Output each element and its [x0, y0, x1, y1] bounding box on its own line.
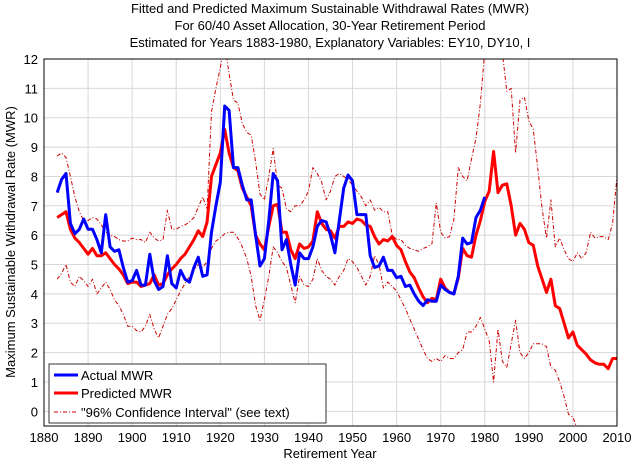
- chart-title-line-1: Fitted and Predicted Maximum Sustainable…: [131, 1, 529, 16]
- grid: [43, 58, 618, 426]
- plot-frame: [43, 58, 618, 427]
- chart-title-line-3: Estimated for Years 1883-1980, Explanato…: [130, 35, 531, 50]
- x-tick-label: 1890: [74, 430, 103, 445]
- x-tick-label: 1990: [514, 430, 543, 445]
- x-tick-label: 2010: [603, 430, 632, 445]
- x-tick-label: 1940: [294, 430, 323, 445]
- x-axis-label: Retirement Year: [283, 446, 377, 461]
- confidence-lower-line: [56, 231, 577, 426]
- y-tick-label: 11: [25, 81, 39, 96]
- legend-label-confidence: "96% Confidence Interval" (see text): [81, 405, 290, 420]
- x-tick-label: 2000: [558, 430, 587, 445]
- y-tick-label: 8: [31, 169, 38, 184]
- x-tick-label: 1930: [250, 430, 279, 445]
- x-tick-label: 1910: [162, 430, 191, 445]
- legend-box: [48, 363, 327, 424]
- x-tick-label: 1920: [206, 430, 235, 445]
- y-tick-label: 5: [31, 258, 38, 273]
- x-tick-label: 1880: [30, 430, 59, 445]
- actual-mwr-line: [55, 104, 487, 308]
- legend: Actual MWR Predicted MWR "96% Confidence…: [48, 363, 327, 424]
- x-tick-label: 1980: [470, 430, 499, 445]
- y-tick-label: 12: [24, 52, 38, 67]
- y-tick-label: 4: [31, 287, 38, 302]
- confidence-upper-line: [56, 59, 617, 263]
- y-axis-label: Maximum Sustainable Withdrawal Rate (MWR…: [3, 106, 18, 378]
- tick-labels: 1880 1890 1900 1910 1920 1930 1940 1950 1960 1970…: [24, 52, 632, 445]
- y-tick-label: 2: [31, 346, 38, 361]
- y-tick-label: 0: [31, 404, 38, 419]
- x-tick-label: 1960: [382, 430, 411, 445]
- y-tick-label: 6: [31, 228, 38, 243]
- x-tick-label: 1900: [118, 430, 147, 445]
- y-tick-label: 10: [24, 111, 38, 126]
- y-tick-label: 7: [31, 199, 38, 214]
- y-tick-label: 9: [31, 140, 38, 155]
- y-tick-label: 3: [31, 316, 38, 331]
- chart-title-line-2: For 60/40 Asset Allocation, 30-Year Reti…: [175, 18, 486, 33]
- x-tick-label: 1970: [426, 430, 455, 445]
- legend-label-predicted: Predicted MWR: [81, 386, 172, 401]
- x-tick-label: 1950: [338, 430, 367, 445]
- y-tick-label: 1: [31, 375, 38, 390]
- legend-label-actual: Actual MWR: [81, 368, 153, 383]
- series-group: [55, 59, 617, 426]
